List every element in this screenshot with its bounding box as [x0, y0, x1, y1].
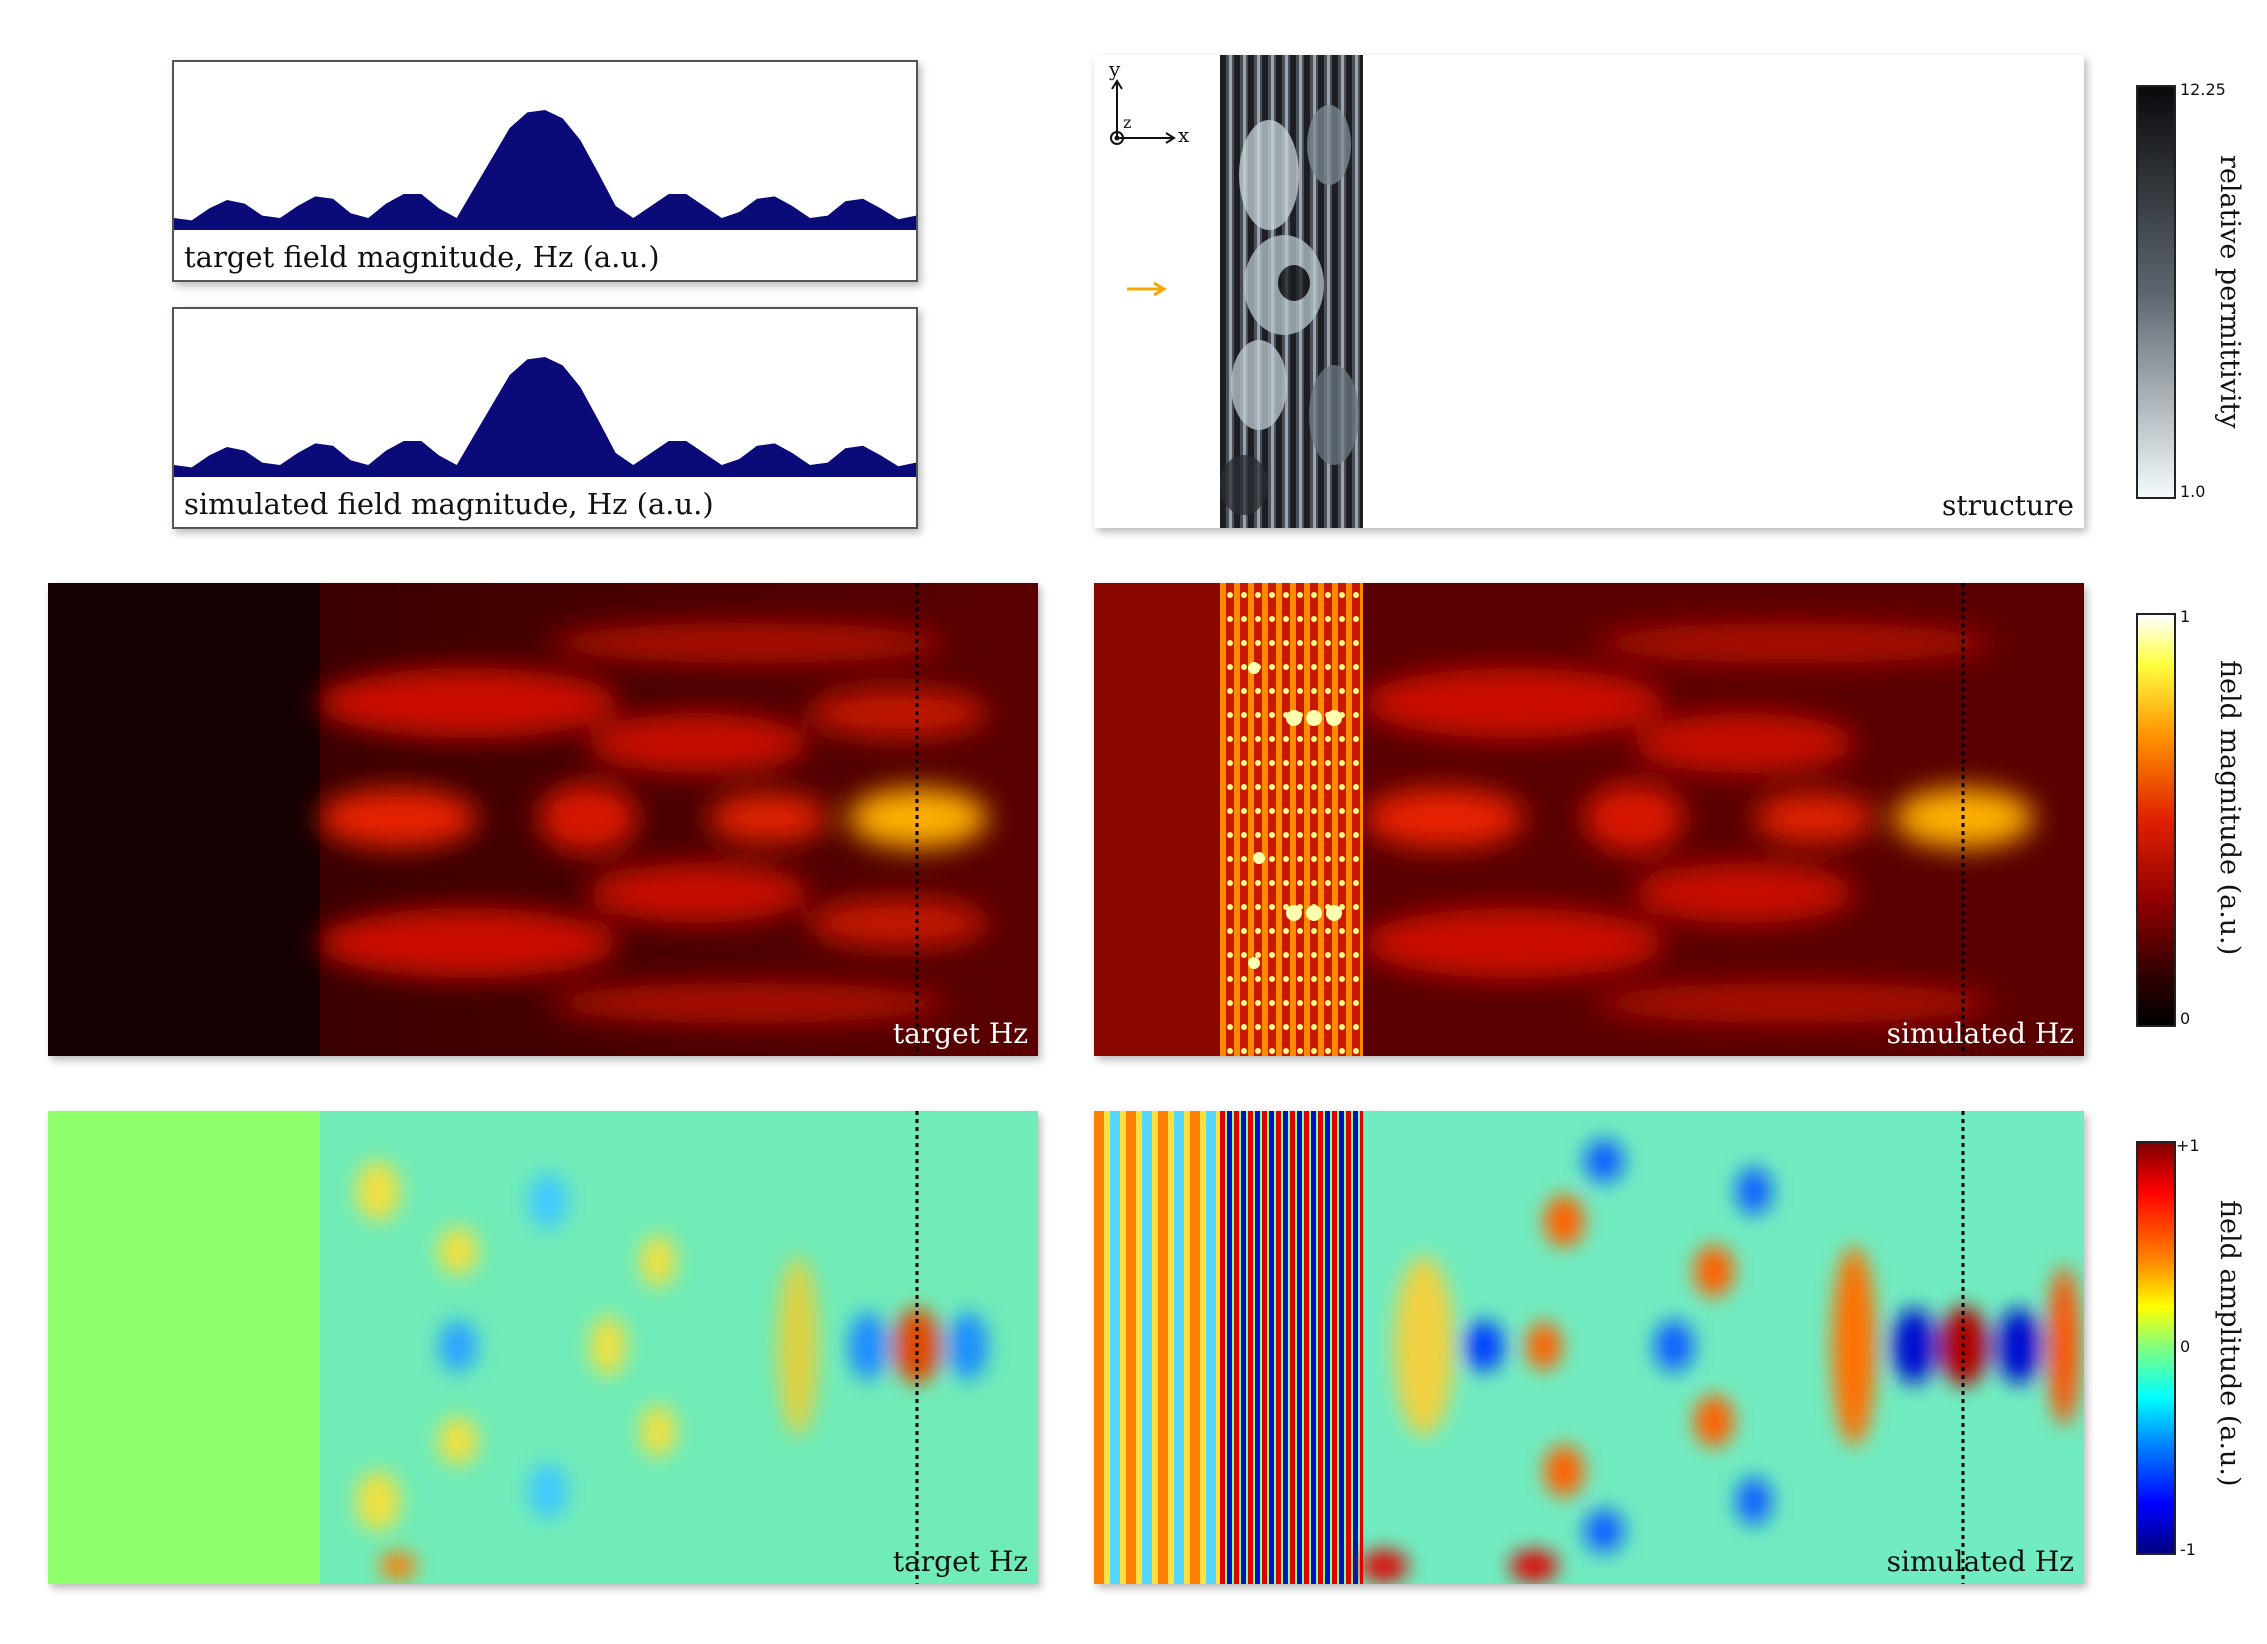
target-amplitude-map: target Hz [48, 1111, 1038, 1584]
simulated-magnitude-map: simulated Hz [1094, 583, 2084, 1056]
permittivity-label: relative permittivity [2214, 155, 2245, 429]
target-magnitude-caption: target Hz [892, 1017, 1028, 1050]
target-amplitude-image [320, 1111, 1038, 1584]
permittivity-colorbar [2136, 85, 2176, 499]
amplitude-max-tick: +1 [2176, 1136, 2200, 1155]
permittivity-max-tick: 12.25 [2180, 80, 2226, 99]
magnitude-max-tick: 1 [2180, 607, 2191, 626]
target-profile-caption: target field magnitude, Hz (a.u.) [184, 240, 660, 274]
target-profile-plot [174, 110, 916, 230]
amplitude-colorbar [2136, 1141, 2176, 1555]
simulated-amplitude-caption: simulated Hz [1886, 1545, 2074, 1578]
magnitude-label: field magnitude (a.u.) [2214, 660, 2245, 956]
amplitude-min-tick: -1 [2180, 1540, 2196, 1559]
permittivity-min-tick: 1.0 [2180, 482, 2206, 501]
target-amplitude-caption: target Hz [892, 1545, 1028, 1578]
simulated-profile-panel: simulated field magnitude, Hz (a.u.) [172, 307, 918, 529]
simulated-magnitude-image [1094, 583, 2084, 1056]
axis-y-label: y [1109, 57, 1121, 81]
simulated-magnitude-caption: simulated Hz [1886, 1017, 2074, 1050]
structure-panel: y x z structure [1094, 55, 2084, 528]
target-profile-area [174, 110, 916, 230]
simulated-profile-plot [174, 357, 916, 477]
axis-z-label: z [1123, 113, 1132, 132]
simulated-amplitude-image [1094, 1111, 2080, 1584]
magnitude-min-tick: 0 [2180, 1009, 2191, 1028]
simulated-profile-caption: simulated field magnitude, Hz (a.u.) [184, 487, 714, 521]
amplitude-label: field amplitude (a.u.) [2214, 1200, 2245, 1487]
magnitude-colorbar [2136, 613, 2176, 1027]
amplitude-mid-tick: 0 [2180, 1337, 2191, 1356]
target-magnitude-image [48, 583, 1038, 1056]
axes-triad [1110, 79, 1176, 145]
simulated-profile-area [174, 357, 916, 477]
structure-map [1110, 55, 1363, 528]
target-magnitude-map: target Hz [48, 583, 1038, 1056]
axis-x-label: x [1178, 123, 1190, 147]
simulated-amplitude-map: simulated Hz [1094, 1111, 2084, 1584]
target-profile-panel: target field magnitude, Hz (a.u.) [172, 60, 918, 282]
structure-caption: structure [1942, 489, 2074, 522]
